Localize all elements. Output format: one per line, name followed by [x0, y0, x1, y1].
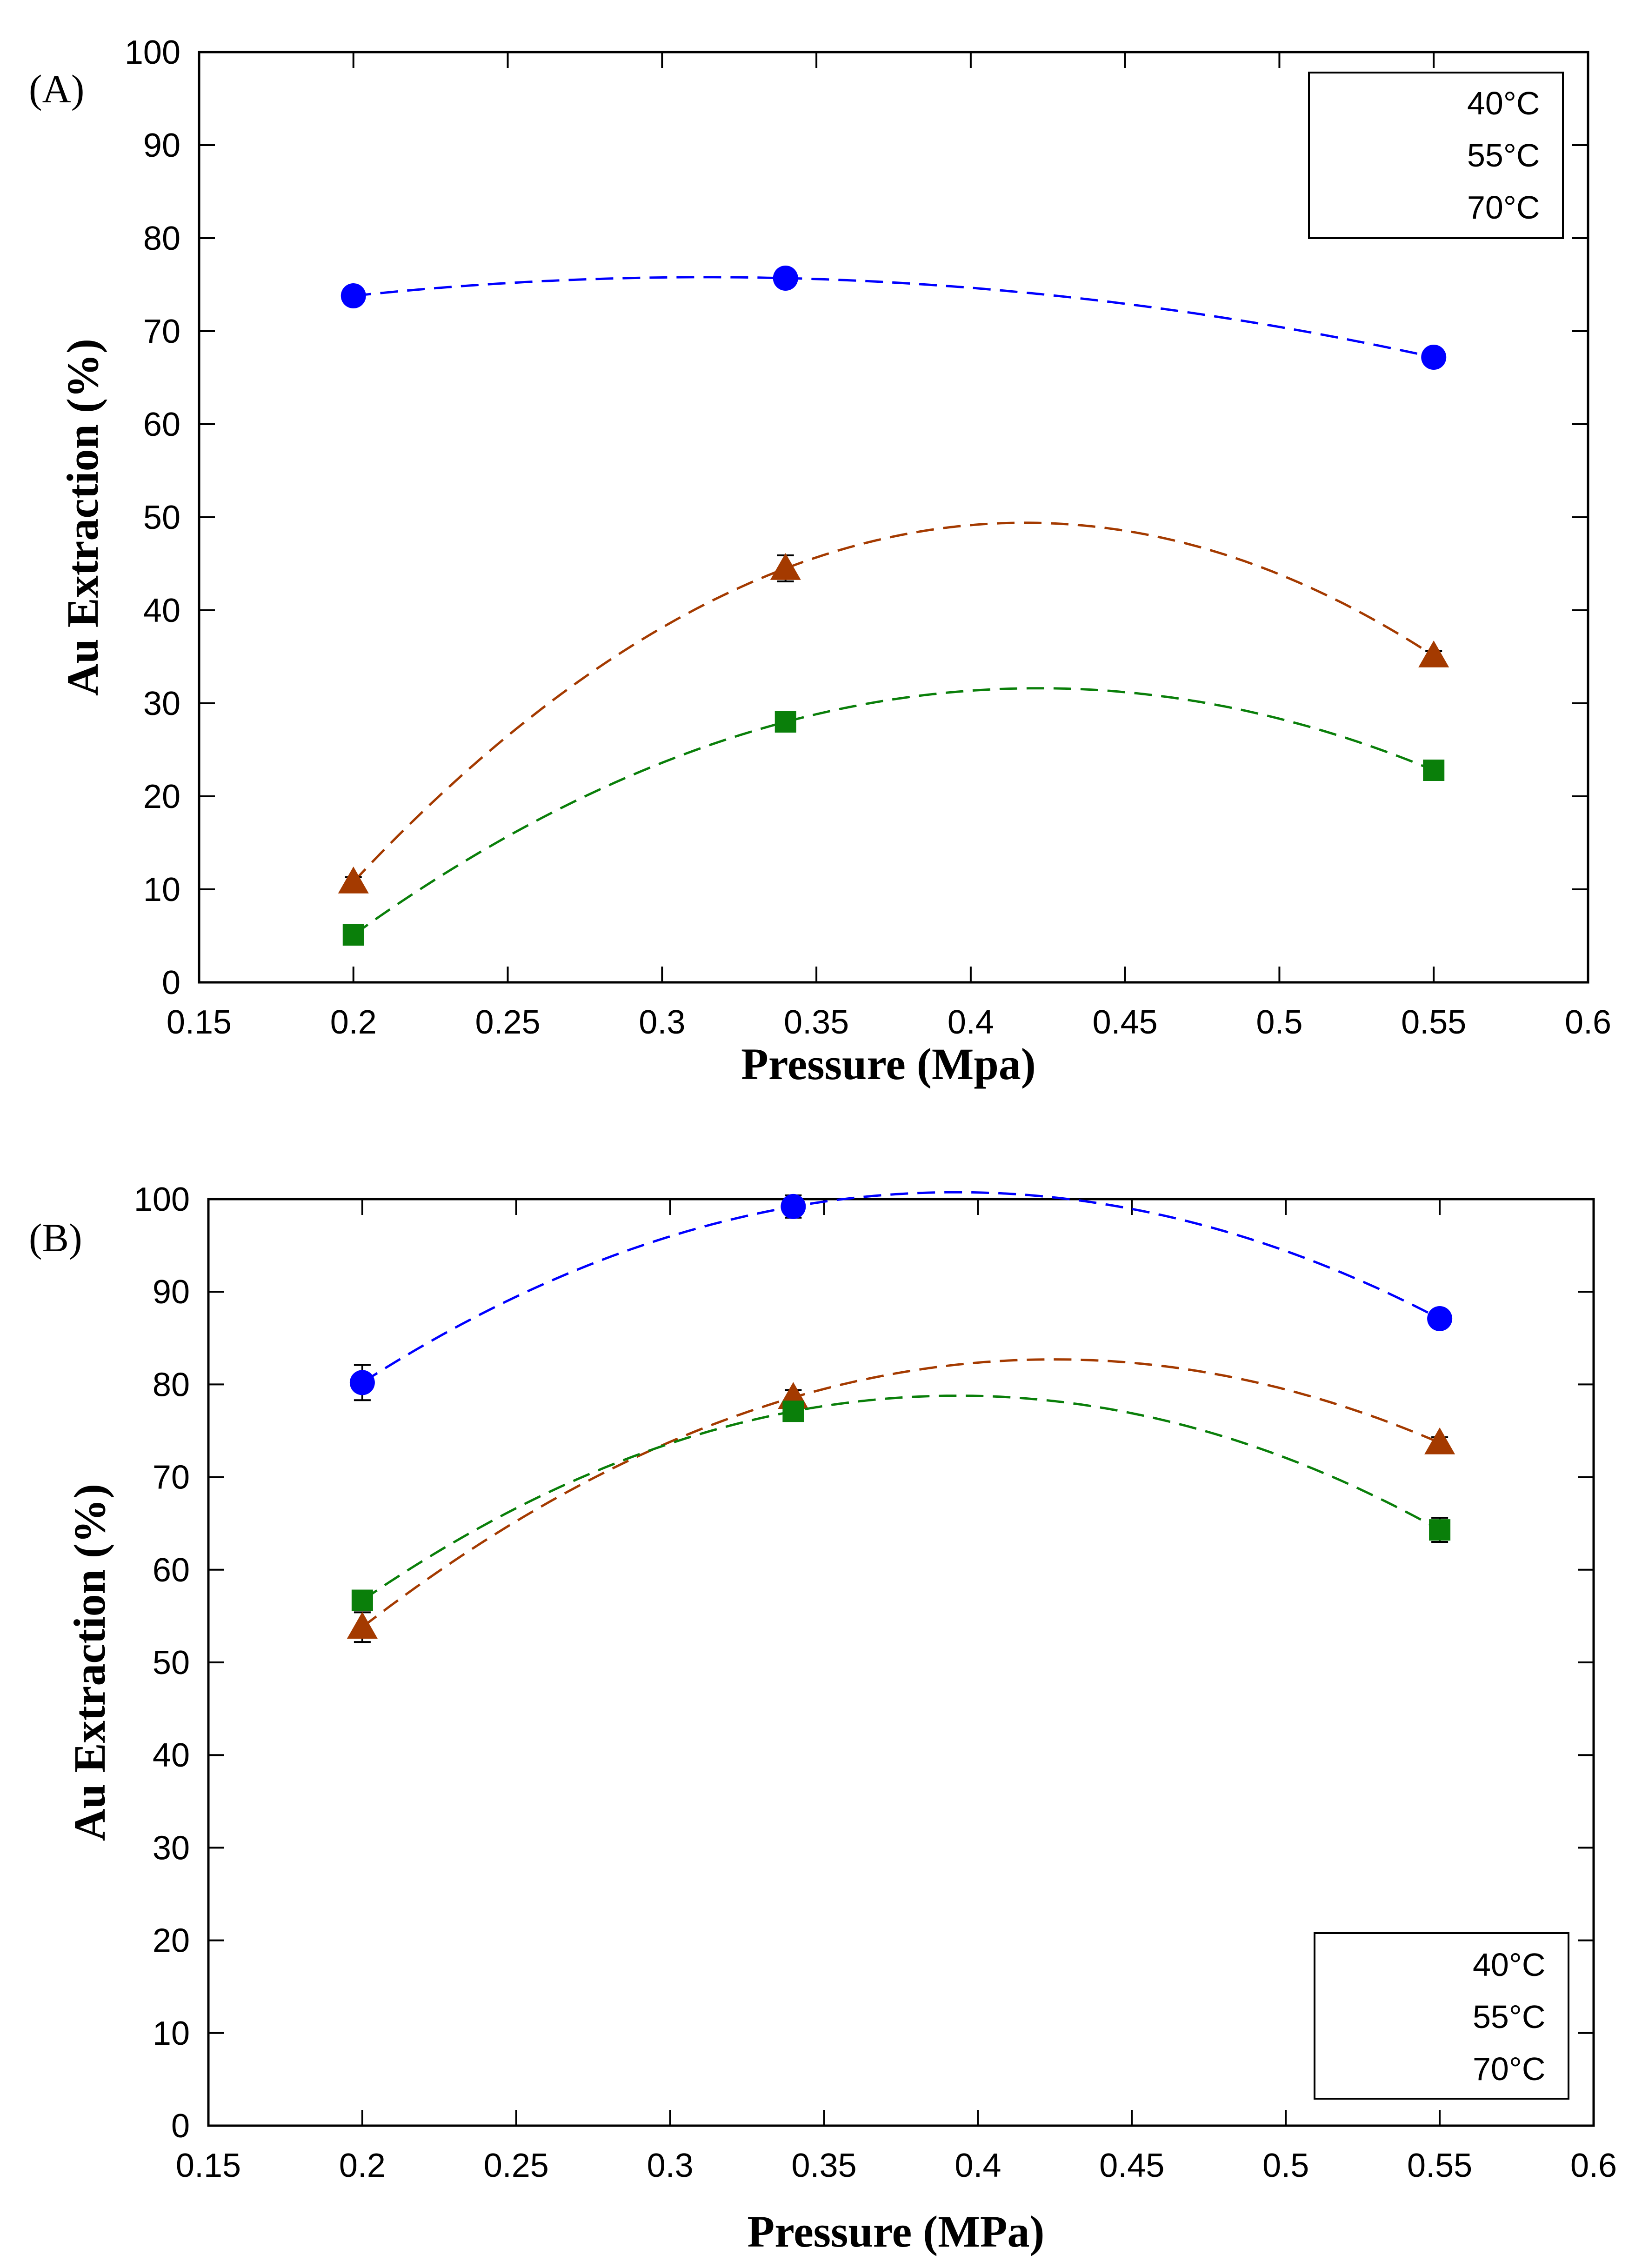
y-tick-label: 80 — [143, 220, 180, 257]
x-tick-label: 0.25 — [475, 1004, 540, 1041]
data-point — [781, 1194, 806, 1219]
data-point — [342, 924, 364, 946]
x-tick-label: 0.55 — [1407, 2147, 1472, 2184]
data-point — [770, 553, 801, 580]
fit-line — [361, 1358, 1441, 1628]
x-axis-title: Pressure (MPa) — [748, 2207, 1045, 2256]
x-tick-label: 0.15 — [176, 2147, 241, 2184]
data-point — [1429, 1519, 1451, 1541]
data-point — [340, 283, 366, 308]
legend-label: 40°C — [1467, 85, 1540, 121]
panel-label: (A) — [29, 67, 84, 111]
y-axis-title: Au Extraction (%) — [58, 339, 107, 696]
y-tick-label: 40 — [153, 1737, 190, 1774]
legend-label: 40°C — [1473, 1947, 1545, 1983]
data-point — [1427, 1306, 1453, 1331]
fit-line — [361, 1191, 1441, 1384]
legend-box — [1314, 1932, 1569, 2100]
legend-box — [1308, 72, 1564, 239]
data-point — [1424, 1427, 1455, 1454]
y-tick-label: 20 — [153, 1922, 190, 1960]
x-tick-label: 0.45 — [1099, 2147, 1164, 2184]
data-point — [349, 1370, 375, 1395]
y-tick-label: 60 — [153, 1552, 190, 1589]
y-tick-label: 50 — [153, 1644, 190, 1681]
x-tick-label: 0.4 — [948, 1004, 994, 1041]
legend-label: 70°C — [1467, 189, 1540, 226]
x-tick-label: 0.25 — [484, 2147, 549, 2184]
fit-line — [352, 521, 1435, 883]
x-tick-label: 0.55 — [1401, 1004, 1466, 1041]
data-point — [351, 1589, 373, 1611]
y-axis-title: Au Extraction (%) — [65, 1484, 114, 1841]
data-point — [1418, 640, 1449, 667]
x-tick-label: 0.6 — [1565, 1004, 1611, 1041]
x-tick-label: 0.15 — [167, 1004, 232, 1041]
x-tick-label: 0.35 — [791, 2147, 856, 2184]
y-tick-label: 50 — [143, 499, 180, 536]
y-tick-label: 40 — [143, 592, 180, 629]
y-tick-label: 30 — [153, 1829, 190, 1867]
y-tick-label: 60 — [143, 406, 180, 443]
data-point — [1421, 345, 1447, 370]
x-tick-label: 0.2 — [330, 1004, 377, 1041]
y-tick-label: 70 — [143, 313, 180, 350]
legend-label: 55°C — [1473, 1999, 1545, 2035]
x-tick-label: 0.45 — [1093, 1004, 1158, 1041]
panel-label: (B) — [29, 1215, 82, 1260]
fit-line — [361, 1394, 1441, 1601]
data-point — [773, 266, 798, 291]
legend-label: 70°C — [1473, 2051, 1545, 2087]
panel-a: 0.15 0.2 0.25 0.3 0.35 0.4 0.45 0.5 0.55 0.6 0 10 20… — [29, 34, 1611, 1089]
y-tick-label: 100 — [125, 34, 180, 71]
panel-b: 0.15 0.2 0.25 0.3 0.35 0.4 0.45 0.5 0.55 0.6 0 10 20… — [29, 1181, 1617, 2256]
data-point — [782, 1401, 804, 1422]
x-tick-label: 0.2 — [339, 2147, 386, 2184]
x-tick-label: 0.3 — [647, 2147, 694, 2184]
y-tick-label: 20 — [143, 778, 180, 815]
fit-line — [353, 276, 1434, 359]
x-tick-label: 0.5 — [1256, 1004, 1302, 1041]
y-tick-label: 90 — [143, 127, 180, 164]
y-tick-label: 0 — [171, 2108, 190, 2145]
data-point — [338, 867, 369, 894]
data-point — [774, 711, 796, 733]
y-tick-label: 30 — [143, 685, 180, 722]
x-axis-title: Pressure (Mpa) — [741, 1039, 1036, 1089]
y-tick-label: 70 — [153, 1459, 190, 1496]
fit-line — [353, 687, 1435, 936]
x-tick-label: 0.35 — [784, 1004, 849, 1041]
y-tick-label: 10 — [153, 2015, 190, 2052]
y-tick-label: 90 — [153, 1274, 190, 1311]
y-tick-label: 100 — [134, 1181, 190, 1218]
y-tick-label: 10 — [143, 871, 180, 908]
x-tick-label: 0.4 — [954, 2147, 1001, 2184]
y-tick-label: 80 — [153, 1366, 190, 1403]
legend-label: 55°C — [1467, 137, 1540, 173]
x-tick-label: 0.3 — [639, 1004, 685, 1041]
x-tick-label: 0.6 — [1570, 2147, 1617, 2184]
data-point — [347, 1612, 378, 1639]
y-tick-label: 0 — [162, 964, 180, 1001]
x-tick-label: 0.5 — [1262, 2147, 1309, 2184]
data-point — [1423, 760, 1445, 781]
